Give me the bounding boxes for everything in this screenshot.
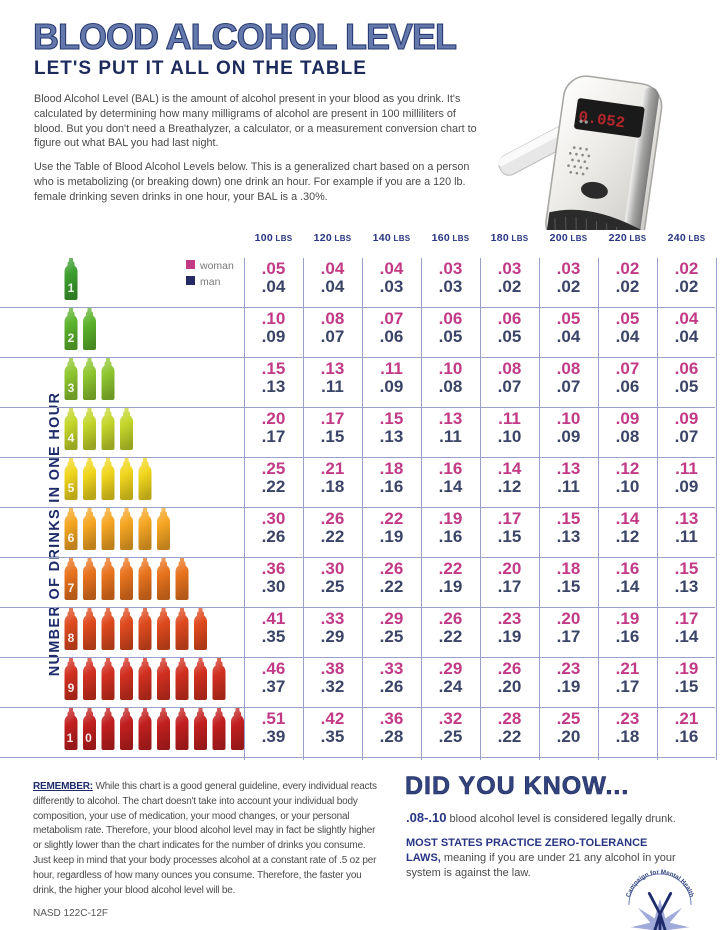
svg-text:Campaign for Mental Health: Campaign for Mental Health xyxy=(625,869,695,898)
